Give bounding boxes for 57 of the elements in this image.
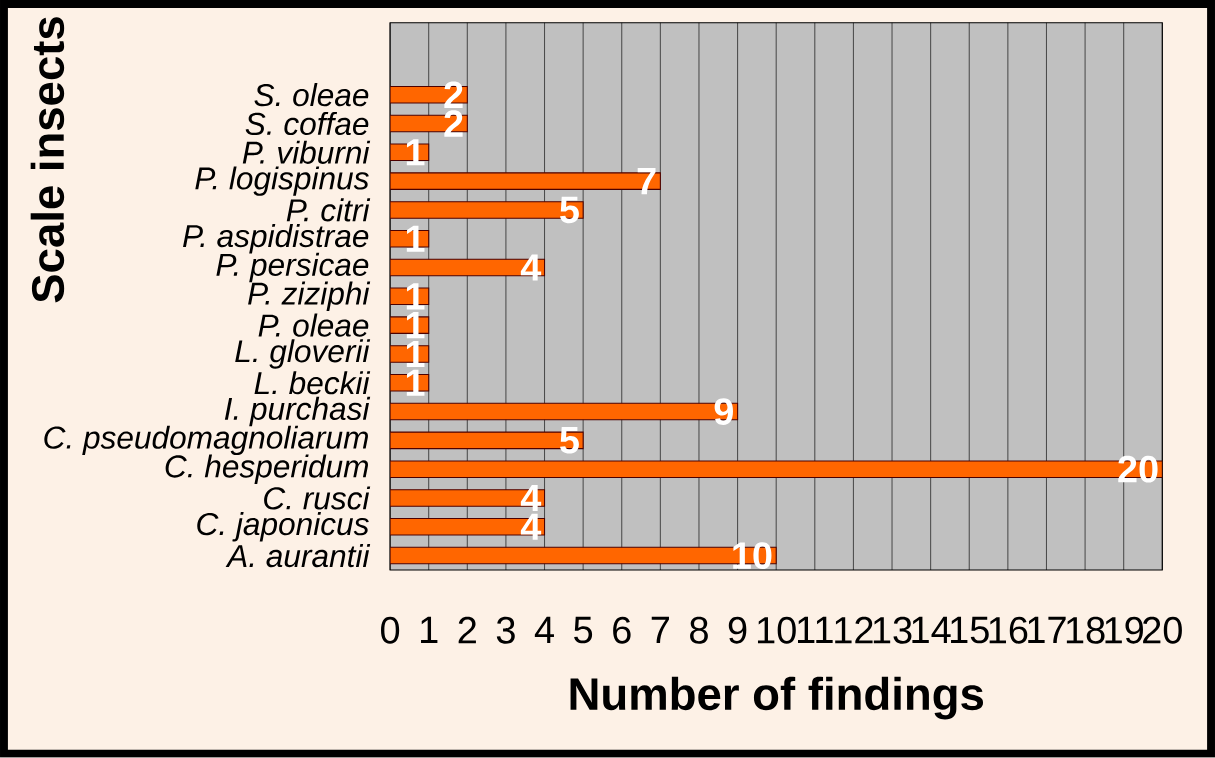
data-label: 7	[637, 168, 656, 195]
y-tick-label: C. pseudomagnoliarum	[44, 425, 368, 456]
data-label: 4	[520, 485, 542, 512]
data-label: 5	[560, 427, 579, 454]
data-label: 1	[406, 341, 425, 368]
y-tick-label: P. oleae	[258, 313, 369, 337]
x-tick-label: 10	[757, 616, 796, 644]
y-axis-title: Scale insects	[30, 17, 65, 303]
data-label: 1	[406, 369, 425, 396]
y-tick-label: S. coffae	[245, 112, 369, 136]
y-tick-label: P. viburni	[242, 140, 371, 165]
x-tick-label: 16	[989, 616, 1028, 644]
x-tick-label: 11	[798, 616, 833, 644]
x-tick-label: 3	[496, 616, 515, 644]
x-tick-label: 5	[574, 616, 593, 644]
x-tick-label: 1	[421, 616, 438, 644]
y-tick-label: P. citri	[286, 198, 371, 222]
y-tick-label: P. aspidistrae	[183, 224, 369, 254]
data-label: 10	[733, 542, 772, 570]
x-tick-label: 8	[690, 616, 708, 644]
x-axis-title: Number of findings	[570, 676, 984, 720]
data-label: 4	[520, 254, 542, 281]
y-tick-label: P. persicae	[216, 253, 369, 283]
y-tick-label: L. gloverii	[235, 339, 371, 369]
y-tick-label: L. beckii	[254, 371, 371, 395]
data-label: 20	[1118, 455, 1158, 483]
y-tick-label: S. oleae	[254, 83, 369, 107]
data-label: 5	[560, 196, 579, 224]
x-tick-label: 13	[873, 616, 912, 644]
data-label: 4	[520, 513, 542, 541]
x-tick-label: 15	[951, 616, 989, 644]
x-tick-label: 12	[835, 616, 873, 644]
y-tick-label: P. ziziphi	[248, 281, 371, 312]
y-tick-label: C. hesperidum	[165, 454, 368, 485]
data-label: 2	[444, 110, 463, 137]
x-tick-label: 18	[1066, 616, 1105, 644]
x-tick-label: 9	[728, 616, 747, 644]
y-tick-label: I. purchasi	[224, 397, 371, 427]
y-tick-label: A. aurantii	[225, 544, 371, 568]
data-label: 9	[714, 398, 733, 426]
y-tick-label: P. logispinus	[195, 166, 369, 197]
x-tick-label: 14	[912, 616, 951, 644]
data-label: 1	[406, 139, 425, 166]
x-tick-label: 6	[613, 616, 631, 644]
x-tick-label: 17	[1028, 616, 1066, 644]
y-tick-label: C. japonicus	[197, 512, 369, 542]
y-tick-label: C. rusci	[264, 486, 371, 510]
data-label: 1	[406, 312, 425, 339]
data-label: 1	[406, 225, 425, 252]
x-tick-label: 20	[1143, 616, 1182, 644]
x-tick-label: 0	[381, 616, 400, 644]
data-label: 1	[406, 283, 425, 310]
x-tick-label: 19	[1105, 616, 1143, 644]
x-tick-label: 2	[458, 616, 476, 644]
x-tick-label: 7	[651, 616, 669, 644]
x-tick-label: 4	[534, 616, 554, 644]
data-label: 2	[444, 81, 463, 109]
